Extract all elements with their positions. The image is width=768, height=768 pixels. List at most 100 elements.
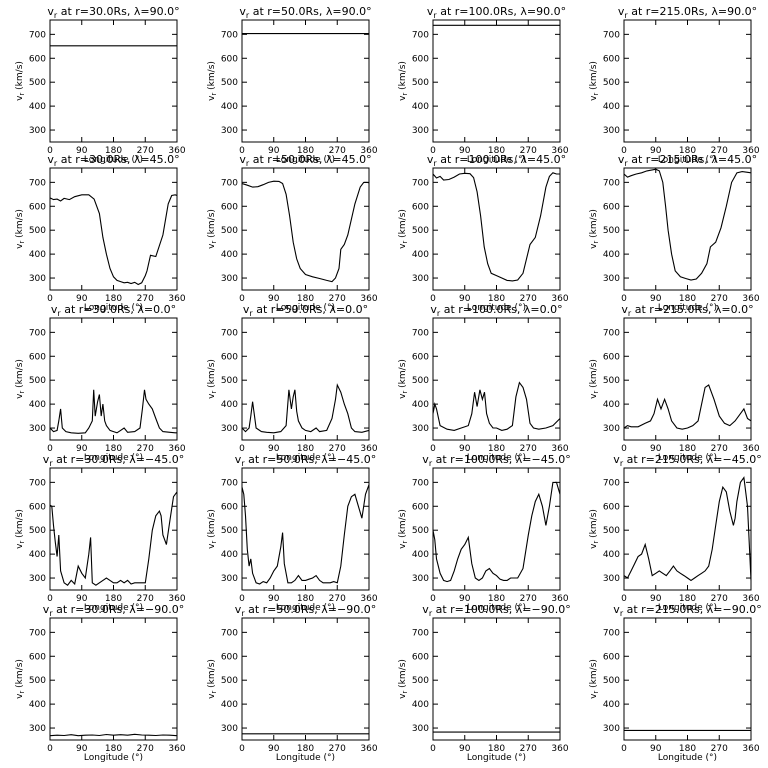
x-tick-label: 360 xyxy=(360,444,377,454)
y-tick-label: 500 xyxy=(412,78,429,88)
x-tick-label: 90 xyxy=(650,146,662,156)
title-subscript: r xyxy=(246,11,250,20)
x-axis-label: Longitude (°) xyxy=(467,453,526,463)
x-tick-label: 0 xyxy=(430,146,436,156)
y-tick-label: 600 xyxy=(412,202,429,212)
y-label-subscript: r xyxy=(210,241,218,244)
y-label-units: (km/s) xyxy=(589,209,599,241)
x-tick-label: 360 xyxy=(360,294,377,304)
chart-title: vr at r=100.0Rs, λ=−90.0° xyxy=(422,603,570,618)
x-tick-label: 90 xyxy=(650,594,662,604)
y-tick-label: 500 xyxy=(603,226,620,236)
y-label-units: (km/s) xyxy=(15,209,25,241)
y-label-v: v xyxy=(589,693,599,699)
title-subscript: r xyxy=(433,11,437,20)
y-tick-label: 400 xyxy=(29,550,46,560)
y-label-v: v xyxy=(589,393,599,399)
y-axis-label: vr (km/s) xyxy=(589,659,600,699)
y-label-units: (km/s) xyxy=(589,61,599,93)
y-label-subscript: r xyxy=(18,541,26,544)
x-tick-label: 360 xyxy=(168,146,185,156)
y-label-v: v xyxy=(207,693,217,699)
title-v: v xyxy=(43,453,50,466)
x-axis-label: Longitude (°) xyxy=(467,603,526,613)
title-subscript: r xyxy=(620,609,624,618)
y-label-v: v xyxy=(207,543,217,549)
chart-title: vr at r=50.0Rs, λ=45.0° xyxy=(239,153,371,168)
x-tick-label: 90 xyxy=(459,146,471,156)
title-subscript: r xyxy=(624,11,628,20)
x-tick-label: 360 xyxy=(551,146,568,156)
y-label-units: (km/s) xyxy=(398,61,408,93)
y-label-units: (km/s) xyxy=(207,209,217,241)
title-subscript: r xyxy=(437,309,441,318)
x-axis-label: Longitude (°) xyxy=(276,603,335,613)
y-axis-label: vr (km/s) xyxy=(589,509,600,549)
y-tick-label: 400 xyxy=(29,400,46,410)
y-tick-label: 500 xyxy=(29,526,46,536)
y-tick-label: 400 xyxy=(412,400,429,410)
x-tick-label: 0 xyxy=(47,594,53,604)
y-tick-label: 300 xyxy=(29,724,46,734)
x-axis-label: Longitude (°) xyxy=(658,155,717,165)
title-v: v xyxy=(430,303,437,316)
y-tick-label: 400 xyxy=(221,400,238,410)
y-tick-label: 600 xyxy=(29,652,46,662)
y-tick-label: 500 xyxy=(603,676,620,686)
y-tick-label: 500 xyxy=(221,376,238,386)
y-tick-label: 700 xyxy=(603,30,620,40)
y-label-units: (km/s) xyxy=(398,209,408,241)
x-tick-label: 270 xyxy=(137,444,154,454)
chart-panel: vr at r=215.0Rs, λ=−45.0°0 90 180 270 360300… xyxy=(589,453,762,613)
x-tick-label: 90 xyxy=(459,444,471,454)
y-label-v: v xyxy=(15,543,25,549)
y-axis-label: vr (km/s) xyxy=(207,659,218,699)
x-tick-label: 180 xyxy=(679,594,696,604)
x-tick-label: 270 xyxy=(711,444,728,454)
chart-panel: vr at r=215.0Rs, λ=45.0°0 90 180 270 3603004… xyxy=(589,153,760,313)
series-line xyxy=(433,481,560,583)
series-line xyxy=(433,381,560,431)
x-tick-label: 90 xyxy=(76,744,88,754)
title-subscript: r xyxy=(246,159,250,168)
y-axis-label: vr (km/s) xyxy=(15,659,26,699)
y-tick-label: 400 xyxy=(603,102,620,112)
y-label-v: v xyxy=(15,693,25,699)
chart-title: vr at r=215.0Rs, λ=0.0° xyxy=(621,303,753,318)
y-tick-label: 300 xyxy=(221,126,238,136)
x-tick-label: 360 xyxy=(742,444,759,454)
title-subscript: r xyxy=(429,609,433,618)
y-tick-label: 700 xyxy=(29,178,46,188)
y-axis-label: vr (km/s) xyxy=(398,359,409,399)
y-tick-label: 500 xyxy=(221,78,238,88)
x-axis-label: Longitude (°) xyxy=(276,453,335,463)
y-tick-label: 700 xyxy=(221,30,238,40)
y-axis-label: vr (km/s) xyxy=(589,61,600,101)
x-axis-label: Longitude (°) xyxy=(84,155,143,165)
y-tick-label: 700 xyxy=(29,478,46,488)
y-tick-label: 700 xyxy=(412,178,429,188)
chart-panel: vr at r=30.0Rs, λ=−90.0°0 90 180 270 3603004… xyxy=(15,603,186,763)
x-tick-label: 360 xyxy=(551,294,568,304)
y-label-units: (km/s) xyxy=(398,659,408,691)
series-line xyxy=(242,484,369,585)
y-label-units: (km/s) xyxy=(207,659,217,691)
x-tick-label: 270 xyxy=(137,294,154,304)
x-tick-label: 180 xyxy=(488,294,505,304)
title-text: at r=30.0Rs, λ=45.0° xyxy=(57,153,179,166)
y-tick-label: 600 xyxy=(221,502,238,512)
x-tick-label: 90 xyxy=(76,444,88,454)
title-v: v xyxy=(427,153,434,166)
y-tick-label: 600 xyxy=(603,502,620,512)
y-label-units: (km/s) xyxy=(398,359,408,391)
y-label-units: (km/s) xyxy=(207,359,217,391)
series-line xyxy=(50,194,177,286)
y-tick-label: 400 xyxy=(603,250,620,260)
title-text: at r=50.0Rs, λ=45.0° xyxy=(249,153,371,166)
y-tick-label: 400 xyxy=(221,700,238,710)
y-tick-label: 600 xyxy=(221,652,238,662)
chart-panel: vr at r=50.0Rs, λ=0.0°0 90 180 270 360300400… xyxy=(207,303,378,463)
x-tick-label: 90 xyxy=(76,594,88,604)
y-tick-label: 400 xyxy=(221,102,238,112)
